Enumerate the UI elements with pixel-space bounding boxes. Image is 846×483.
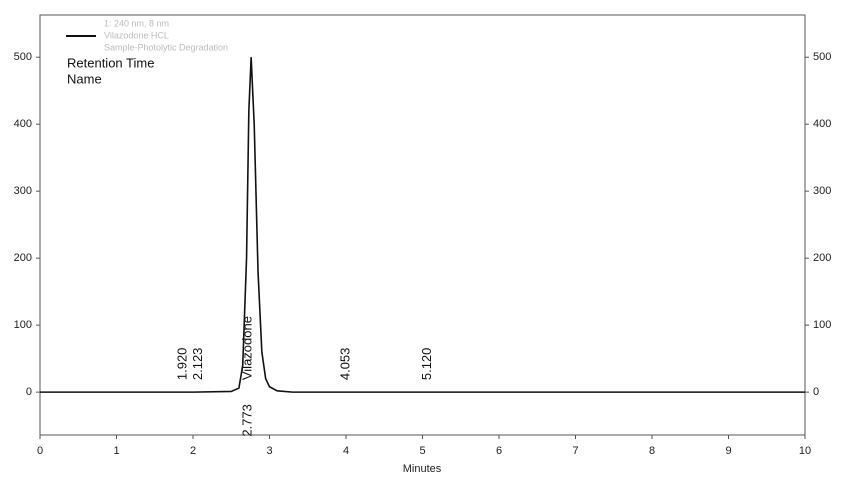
x-tick-label: 8 [649,445,655,457]
x-axis-label: Minutes [403,463,442,475]
x-tick-label: 5 [419,445,425,457]
chromatogram-line [40,57,805,393]
peak-label: 2.773 [240,404,255,437]
legend-line: Sample-Photolytic Degradation [104,42,228,52]
peak-label: 4.053 [337,348,352,381]
legend-entry: Vilazodone HCL [104,30,169,40]
peak-label: Vilazodone [240,316,255,380]
y2-tick-label: 500 [813,51,831,63]
y2-tick-label: 200 [813,252,831,264]
y-tick-label: 200 [14,252,32,264]
header-label: Name [67,71,102,86]
y-tick-label: 300 [14,185,32,197]
y-tick-label: 100 [14,319,32,331]
x-tick-label: 9 [725,445,731,457]
y-tick-label: 500 [14,51,32,63]
peak-label: 1.920 [174,348,189,381]
peak-label: 2.123 [190,348,205,381]
y2-tick-label: 300 [813,185,831,197]
y2-tick-label: 400 [813,118,831,130]
x-tick-label: 0 [37,445,43,457]
x-tick-label: 3 [266,445,272,457]
x-tick-label: 10 [799,445,811,457]
x-tick-label: 6 [496,445,502,457]
x-tick-label: 7 [572,445,578,457]
y-tick-label: 0 [26,386,32,398]
header-label: Retention Time [67,55,154,70]
peak-label: 5.120 [419,348,434,381]
y2-tick-label: 0 [813,386,819,398]
x-tick-label: 2 [190,445,196,457]
x-tick-label: 4 [343,445,349,457]
y2-tick-label: 100 [813,319,831,331]
y-tick-label: 400 [14,118,32,130]
legend-line: 1: 240 nm, 8 nm [104,18,169,28]
x-tick-label: 1 [113,445,119,457]
